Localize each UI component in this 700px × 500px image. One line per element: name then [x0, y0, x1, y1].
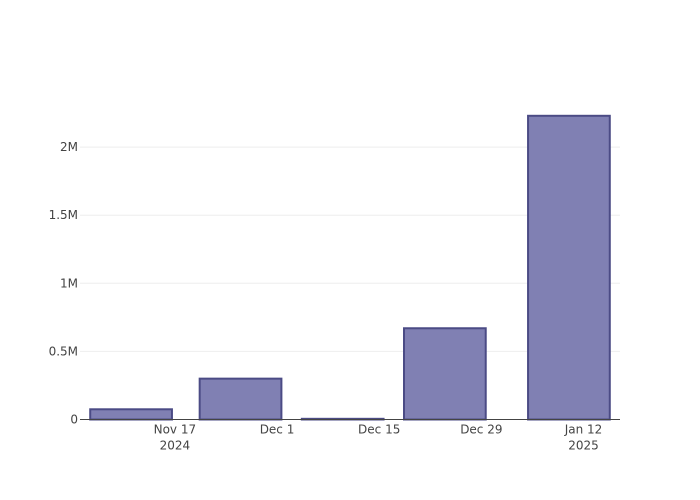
x-tick-label: Dec 29 [460, 423, 502, 437]
x-tick-label: Nov 17 2024 [154, 423, 197, 453]
y-tick-label: 1.5M [49, 208, 78, 222]
bar [527, 114, 611, 421]
x-tick-label: Dec 1 [260, 423, 295, 437]
bar [198, 377, 283, 421]
y-tick-label: 1M [60, 276, 78, 290]
bar [403, 327, 487, 421]
x-tick-label: Dec 15 [358, 423, 400, 437]
y-tick-label: 0 [70, 413, 78, 427]
y-tick-label: 2M [60, 140, 78, 154]
y-tick-label: 0.5M [49, 344, 78, 358]
x-tick-label: Jan 12 2025 [564, 423, 603, 453]
bar [89, 408, 173, 421]
